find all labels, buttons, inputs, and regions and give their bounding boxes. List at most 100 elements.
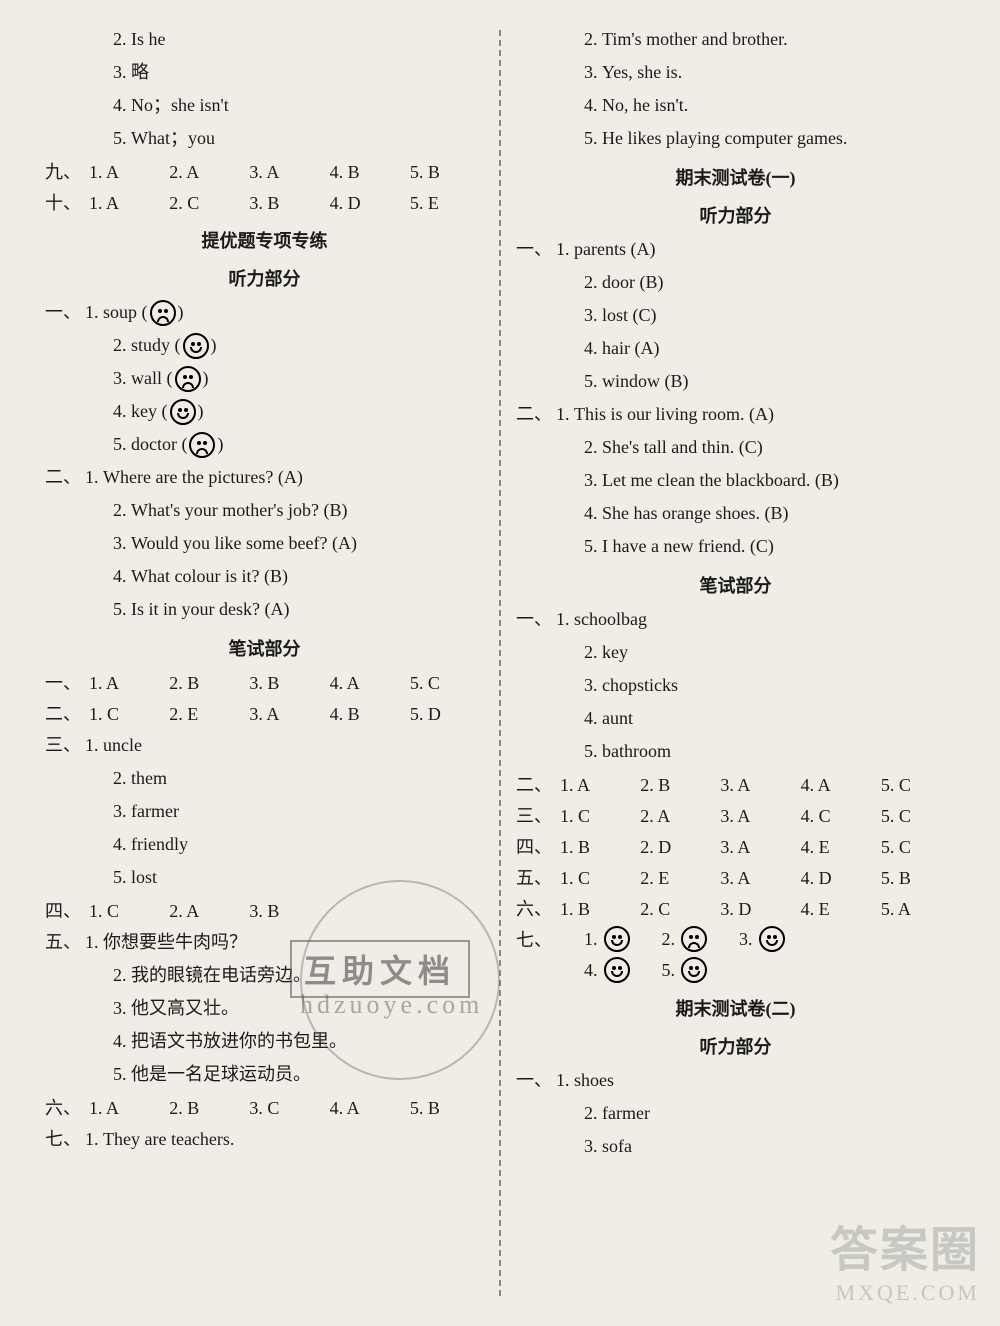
mc-item: 2. E [169,704,243,725]
mc-item: 3. A [720,868,794,889]
sad-face-icon [189,432,215,458]
mc-item: 2. E [640,868,714,889]
answer-item: 4. aunt [516,705,955,732]
mc-item: 5. B [410,1098,484,1119]
answer-item: 2. Tim's mother and brother. [516,26,955,53]
sad-face-icon [150,300,176,326]
mc-item: 5. C [881,806,955,827]
written-four: 四、 1. C 2. A 3. B [45,897,484,923]
answer-item: 5. He likes playing computer games. [516,125,955,152]
mc-item: 3. A [720,775,794,796]
written-three: 三、1. uncle [45,732,484,759]
item-text: What；you [131,125,215,152]
listen-two: 二、1. This is our living room. (A) [516,401,955,428]
answer-item: 3. chopsticks [516,672,955,699]
answer-item: 4. What colour is it? (B) [45,563,484,590]
mc-item: 3. A [249,704,323,725]
answer-item: 2. She's tall and thin. (C) [516,434,955,461]
face-item: 1. [584,926,632,952]
mc-item: 4. C [801,806,875,827]
face-item: 4. [584,957,632,983]
item-num: 2. [113,26,127,53]
answer-item: 2. study () [45,332,484,359]
mc-item: 1. B [560,899,634,920]
page: 2. Is he 3. 略 4. No；she isn't 5. What；yo… [0,0,1000,1326]
mc-item: 3. B [249,901,323,922]
heading-written: 笔试部分 [516,572,955,598]
answer-item: 2. key [516,639,955,666]
sad-face-icon [175,366,201,392]
mc-item: 4. E [801,837,875,858]
answer-item: 4. key () [45,398,484,425]
answer-item: 2. them [45,765,484,792]
mc-item: 4. E [801,899,875,920]
mc-item: 5. D [410,704,484,725]
mc-item: 3. D [720,899,794,920]
answer-item: 3. sofa [516,1133,955,1160]
mc-item: 1. A [89,193,163,214]
answer-item: 3. 他又高又壮。 [45,995,484,1022]
answer-item: 5. 他是一名足球运动员。 [45,1061,484,1088]
written-four: 四、 1. B 2. D 3. A 4. E 5. C [516,833,955,859]
heading-listening: 听力部分 [45,265,484,291]
mc-item: 5. B [881,868,955,889]
section-one: 一、1. soup () [45,299,484,326]
heading-final-two: 期末测试卷(二) [516,995,955,1021]
answer-item: 5. doctor () [45,431,484,458]
heading-written: 笔试部分 [45,635,484,661]
answer-item: 3. Yes, she is. [516,59,955,86]
mc-item: 4. A [801,775,875,796]
written-five: 五、1. 你想要些牛肉吗？ [45,929,484,956]
section-two: 二、1. Where are the pictures? (A) [45,464,484,491]
mc-item: 4. A [330,673,404,694]
answer-item: 5. window (B) [516,368,955,395]
heading-final-one: 期末测试卷(一) [516,164,955,190]
mc-item: 4. B [330,704,404,725]
mc-item: 2. A [169,162,243,183]
mc-item: 3. A [720,806,794,827]
answer-item: 2. 我的眼镜在电话旁边。 [45,962,484,989]
mc-item: 3. A [720,837,794,858]
answer-item: 3. farmer [45,798,484,825]
mc-item: 3. A [249,162,323,183]
mc-item: 5. B [410,162,484,183]
section-label: 十、 [45,189,83,215]
answer-item: 4. friendly [45,831,484,858]
mc-item: 4. A [330,1098,404,1119]
answer-item: 2. door (B) [516,269,955,296]
answer-item: 3. Let me clean the blackboard. (B) [516,467,955,494]
happy-face-icon [604,926,630,952]
heading-listening: 听力部分 [516,1033,955,1059]
written-seven: 七、1. They are teachers. [45,1126,484,1153]
written-five: 五、 1. C 2. E 3. A 4. D 5. B [516,864,955,890]
mc-item: 5. A [881,899,955,920]
mc-item: 1. C [560,868,634,889]
mc-item: 2. D [640,837,714,858]
right-column: 2. Tim's mother and brother. 3. Yes, she… [501,20,970,1306]
item-num: 4. [113,92,127,119]
mc-item: 3. C [249,1098,323,1119]
face-item: 3. [739,926,787,952]
answer-item: 4. 把语文书放进你的书包里。 [45,1028,484,1055]
written-seven-row2: 4. 5. [516,957,955,983]
mc-item: 4. B [330,162,404,183]
happy-face-icon [759,926,785,952]
happy-face-icon [604,957,630,983]
mc-item: 1. C [89,704,163,725]
answer-item: 2. What's your mother's job? (B) [45,497,484,524]
item-num: 5. [113,125,127,152]
mc-item: 1. C [560,806,634,827]
section-ten: 十、 1. A 2. C 3. B 4. D 5. E [45,189,484,215]
listen-q1: 一、1. shoes [516,1067,955,1094]
left-column: 2. Is he 3. 略 4. No；she isn't 5. What；yo… [30,20,499,1306]
heading-tiyou: 提优题专项专练 [45,227,484,253]
answer-item: 2. Is he [45,26,484,53]
mc-item: 5. C [881,775,955,796]
answer-item: 2. farmer [516,1100,955,1127]
answer-item: 4. hair (A) [516,335,955,362]
sad-face-icon [681,926,707,952]
written-three: 三、 1. C 2. A 3. A 4. C 5. C [516,802,955,828]
written-one: 一、1. schoolbag [516,606,955,633]
happy-face-icon [170,399,196,425]
mc-item: 5. E [410,193,484,214]
